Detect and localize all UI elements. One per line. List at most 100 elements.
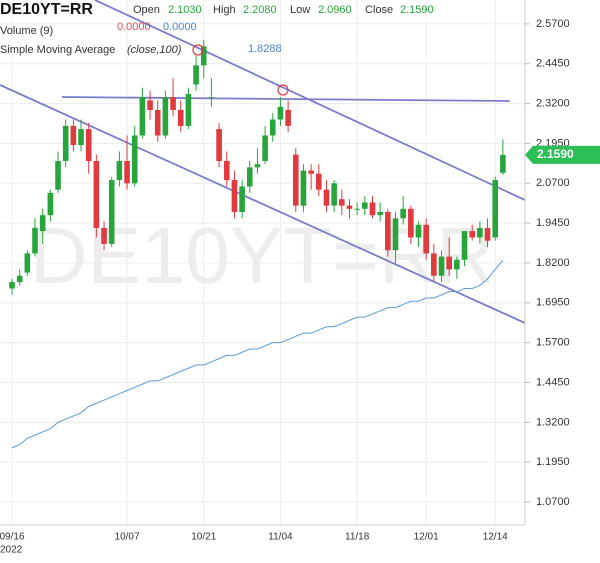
sma-params: (close,100) <box>127 44 182 56</box>
candle-body <box>55 160 61 190</box>
last-price-label: 2.1590 <box>537 147 574 161</box>
sma-label: Simple Moving Average <box>0 44 115 56</box>
y-tick-label: 2.0700 <box>536 177 570 189</box>
candle-body <box>285 109 291 126</box>
sma-line <box>11 259 504 449</box>
candle-body <box>254 164 261 168</box>
marker-circle <box>277 84 289 96</box>
candle-body <box>262 135 268 161</box>
candle-body <box>438 256 445 276</box>
sma-value: 1.8288 <box>248 43 282 55</box>
y-tick-label: 1.6950 <box>536 297 570 309</box>
candle-body <box>85 129 92 161</box>
candle-body <box>154 109 161 136</box>
candle-body <box>331 183 337 206</box>
candle-body <box>147 100 153 110</box>
candle-body <box>339 199 345 206</box>
candle-body <box>62 125 69 161</box>
y-tick-label: 1.0700 <box>536 496 570 508</box>
trend-line <box>61 96 511 102</box>
candle-body <box>484 227 491 241</box>
watermark: DE10YT=RR <box>30 211 495 300</box>
volume-label: Volume (9) <box>0 25 53 37</box>
candle-body <box>423 224 429 254</box>
y-tick-label: 1.8200 <box>536 257 570 269</box>
candle-body <box>239 186 245 212</box>
candle-body <box>193 65 199 85</box>
candle-body <box>200 46 207 66</box>
legend-value: 2.2080 <box>243 4 277 16</box>
candle-body <box>354 208 360 210</box>
candle-body <box>385 211 391 251</box>
candle-body <box>231 180 238 212</box>
y-tick-label: 1.3200 <box>536 416 570 428</box>
axis-panel <box>525 0 600 558</box>
candle-body <box>170 97 176 110</box>
candle-body <box>400 208 406 219</box>
candle-body <box>461 231 468 260</box>
candle-body <box>139 97 146 136</box>
candle-body <box>392 218 399 251</box>
y-tick-label: 1.1950 <box>536 456 570 468</box>
legend-label: Close <box>365 4 393 16</box>
last-price-badge <box>525 145 600 164</box>
volume-value: 0.0000 <box>117 21 151 33</box>
candle-body <box>316 173 322 190</box>
legend-label: Low <box>290 4 310 16</box>
candle-body <box>269 119 276 136</box>
candle-body <box>131 135 138 184</box>
candle-body <box>477 227 483 238</box>
x-tick-label: 09/16 <box>0 532 25 543</box>
candle-body <box>47 192 54 216</box>
candle-body <box>177 109 184 126</box>
candle-body <box>415 224 422 238</box>
candle-body <box>246 167 253 187</box>
legend-value: 2.1030 <box>168 4 202 16</box>
y-tick-label: 2.3200 <box>536 98 570 110</box>
x-tick-label: 12/01 <box>414 532 439 543</box>
candle-body <box>16 275 23 283</box>
candle-body <box>308 170 314 174</box>
symbol: DE10YT=RR <box>0 1 93 18</box>
y-tick-label: 2.4450 <box>536 58 570 70</box>
candle-body <box>216 129 222 161</box>
candle-body <box>292 154 299 206</box>
candle-body <box>277 106 284 120</box>
candle-body <box>500 154 506 173</box>
candle-body <box>116 160 123 181</box>
x-tick-label: 11/18 <box>345 532 370 543</box>
candle-body <box>93 160 100 228</box>
candle-body <box>223 160 230 181</box>
candle-body <box>162 97 169 136</box>
candle-body <box>108 180 115 244</box>
legend-value: 2.1590 <box>400 4 434 16</box>
candle-body <box>454 259 460 270</box>
x-tick-label: 10/07 <box>115 532 140 543</box>
x-tick-label: 11/04 <box>268 532 293 543</box>
candle-body <box>323 189 330 206</box>
candle-body <box>101 227 107 244</box>
candle-body <box>39 215 46 232</box>
candle-body <box>185 94 192 126</box>
candle-body <box>346 205 353 209</box>
candle-body <box>70 125 77 146</box>
candle-body <box>9 282 15 289</box>
candle-body <box>377 211 383 216</box>
marker-circle <box>192 44 204 56</box>
trend-line <box>0 84 526 324</box>
y-tick-label: 1.5700 <box>536 337 570 349</box>
candle-body <box>446 256 452 270</box>
legend-label: High <box>213 4 236 16</box>
volume-value: 0.0000 <box>163 21 197 33</box>
candle-body <box>32 227 38 254</box>
candle-body <box>408 208 414 238</box>
year-label: 2022 <box>0 545 23 556</box>
candle-body <box>208 97 215 99</box>
legend-value: 2.0960 <box>318 4 352 16</box>
legend-label: Open <box>133 4 160 16</box>
y-tick-label: 1.9450 <box>536 217 570 229</box>
y-tick-label: 1.4450 <box>536 376 570 388</box>
candle-body <box>362 202 368 209</box>
x-tick-label: 12/14 <box>483 532 508 543</box>
